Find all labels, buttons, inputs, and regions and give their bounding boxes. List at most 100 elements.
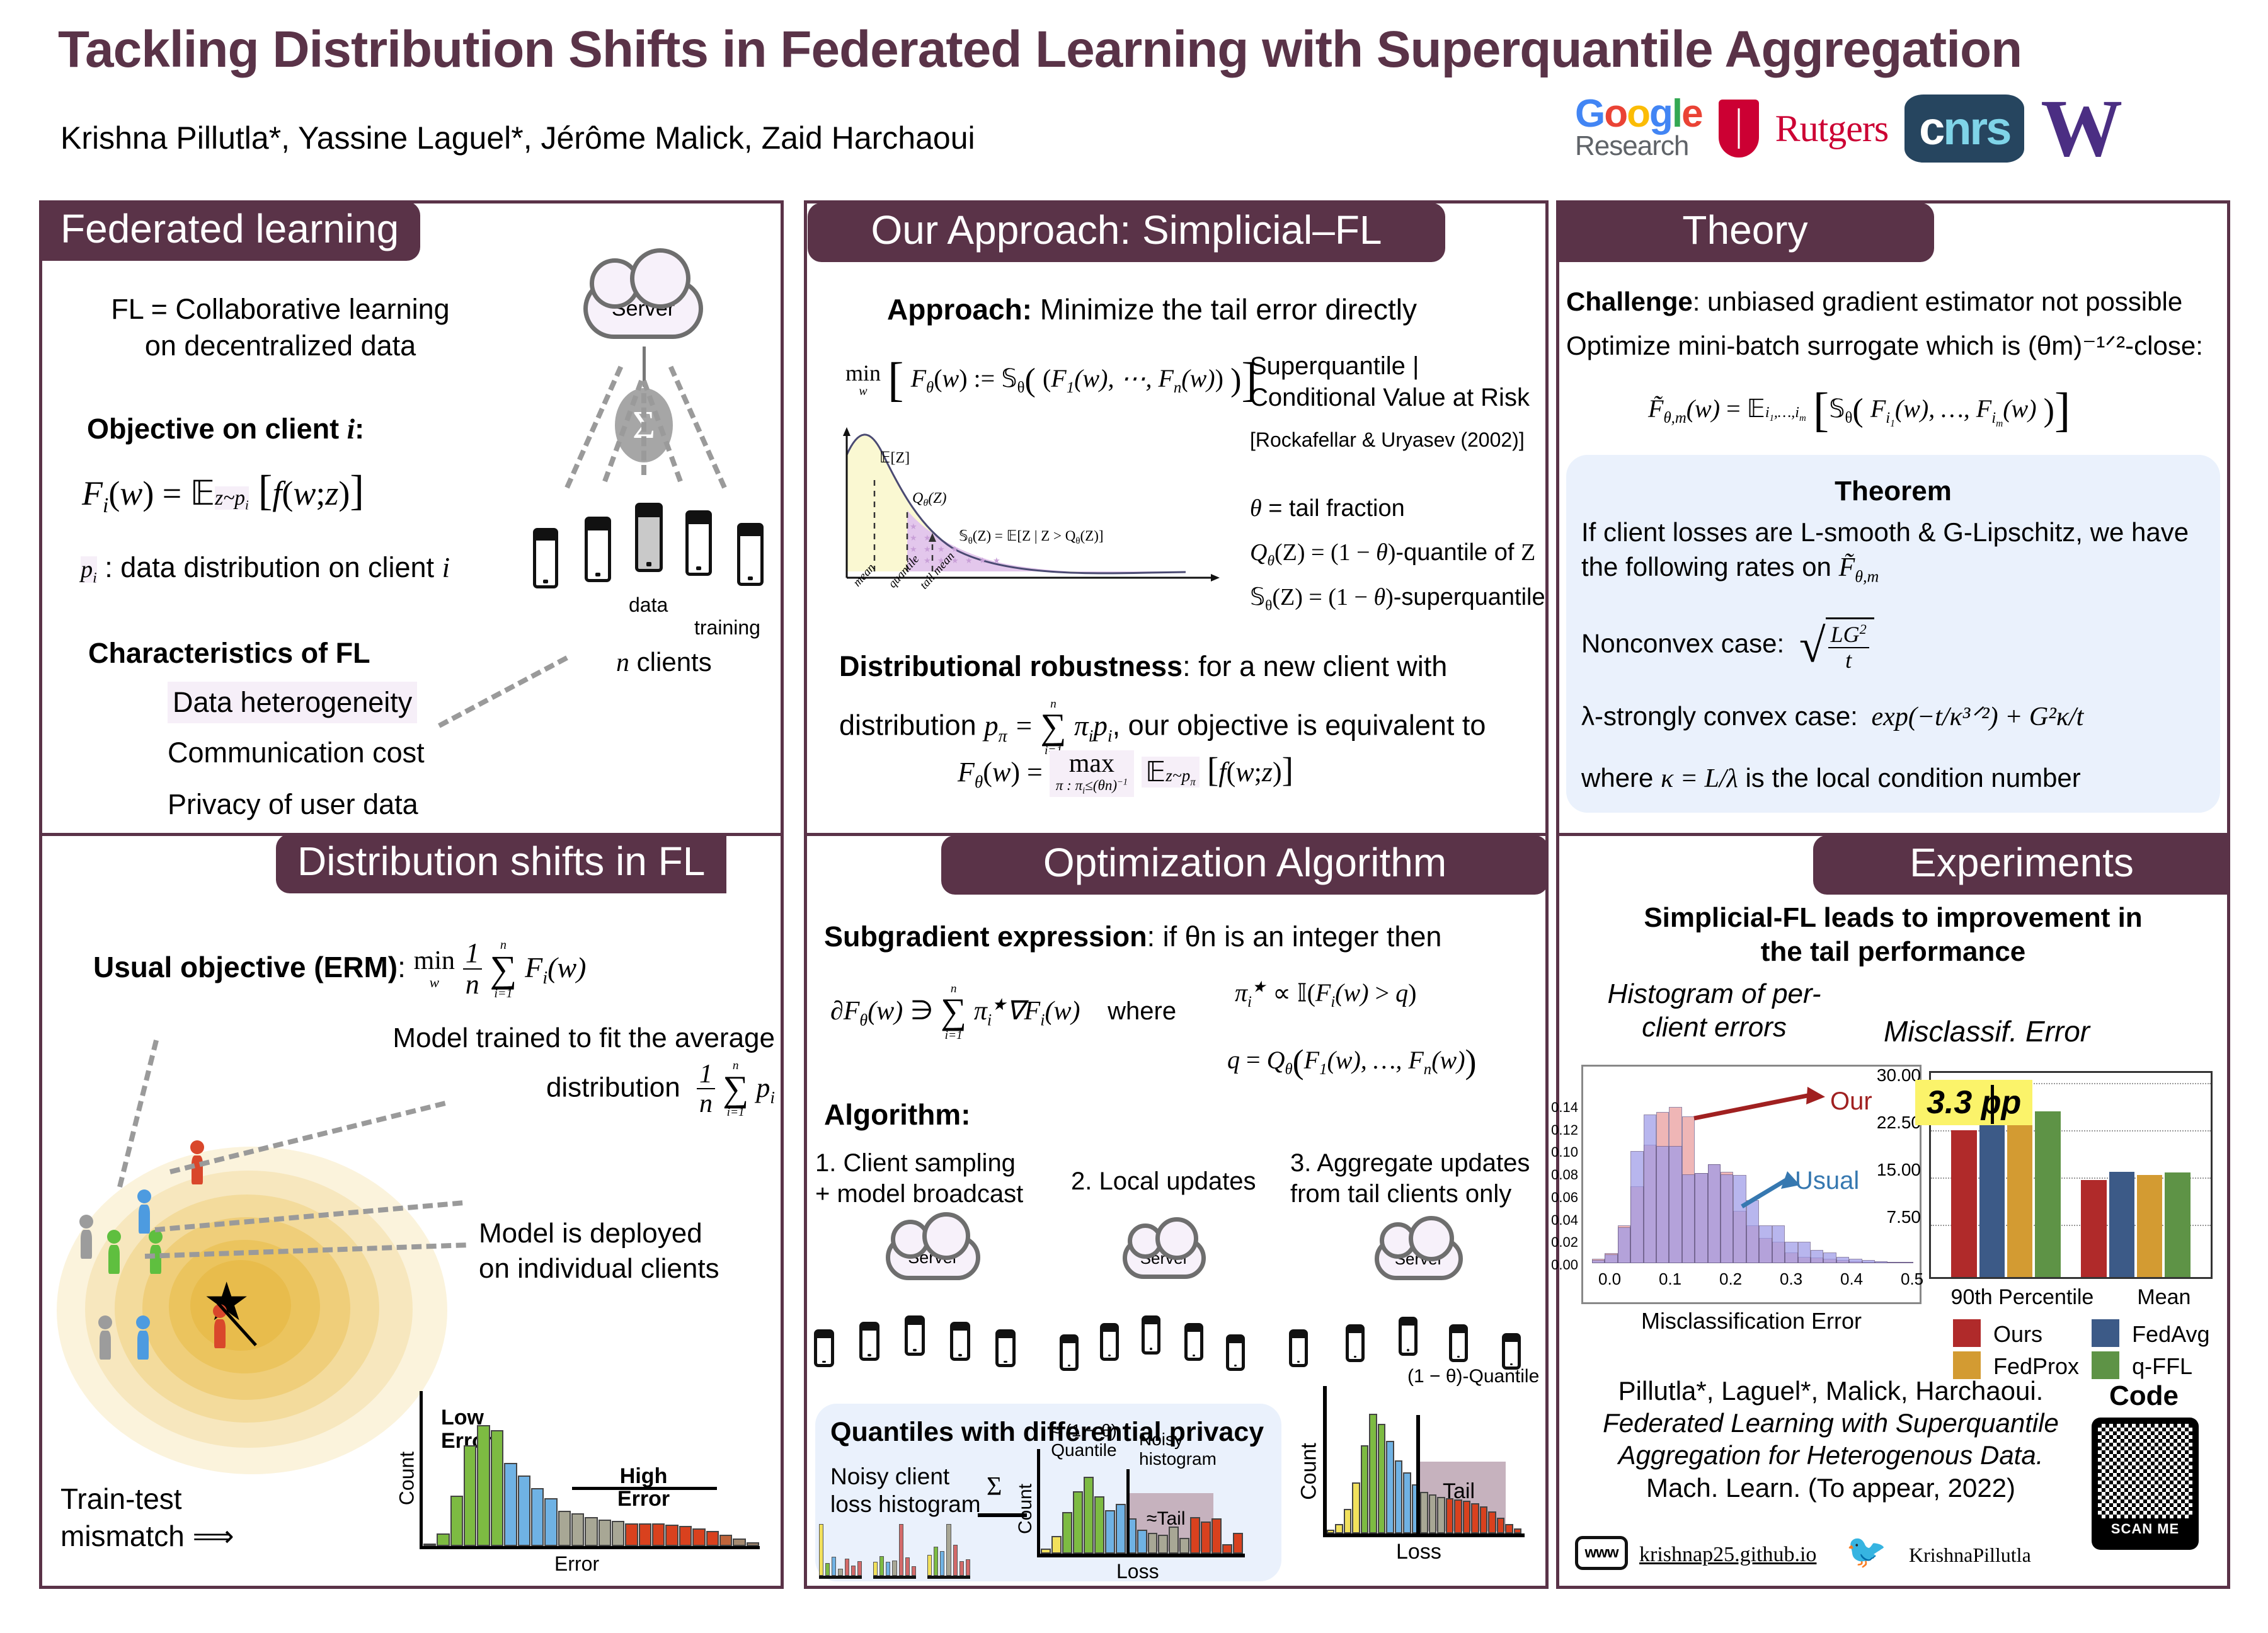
histogram-bar	[612, 1521, 625, 1546]
histogram-bar	[1656, 1145, 1670, 1263]
y-axis-label-count: Count	[395, 1451, 418, 1506]
superquantile-density-figure: ★ ★ ★ ★ ★ ★ ★ ★ ★ ★ ★ ★ ★ ★ 𝔼[Z] Qθ(Z) 𝕊θ(Z) = 𝔼[Z…	[833, 417, 1236, 593]
rutgers-logo: Rutgers	[1775, 107, 1889, 149]
histogram-bar	[1169, 1526, 1179, 1554]
algo-diagram-step2: Server	[1058, 1217, 1273, 1371]
fl-desc-line2: on decentralized data	[144, 329, 416, 362]
section-heading-federated-learning: Federated learning	[39, 202, 421, 261]
x-axis-title-loss: Loss	[1116, 1560, 1159, 1583]
svg-text:★: ★	[910, 533, 917, 542]
histogram-bar	[946, 1524, 951, 1576]
bar-group	[1951, 1088, 2061, 1277]
fl-characteristic-item-2: Privacy of user data	[168, 788, 418, 820]
www-icon[interactable]: www	[1575, 1536, 1628, 1570]
histogram-bar	[844, 1558, 849, 1576]
y-tick-label: 0.06	[1551, 1189, 1578, 1205]
fl-desc-line1: FL = Collaborative learning	[111, 293, 450, 325]
client-phone	[1399, 1317, 1418, 1356]
svg-text:★: ★	[910, 522, 917, 531]
client-person-green	[107, 1230, 121, 1276]
legend-label-q-ffl: q-FFL	[2132, 1353, 2193, 1379]
client-phone	[1060, 1334, 1079, 1371]
histogram-bar	[832, 1557, 837, 1576]
y-tick-label: 0.10	[1551, 1144, 1578, 1160]
histogram-bar	[873, 1561, 878, 1576]
twitter-handle: KrishnaPillutla	[1909, 1544, 2031, 1566]
website-link[interactable]: krishnap25.github.io	[1639, 1543, 1817, 1566]
histogram-bar	[1721, 1174, 1734, 1263]
histogram-bar	[598, 1520, 612, 1546]
histogram-bar	[1630, 1151, 1644, 1263]
svg-text:Qθ(Z): Qθ(Z)	[912, 490, 947, 508]
section-heading-our-approach: Our Approach: Simplicial–FL	[808, 203, 1445, 262]
gridline	[1931, 1225, 2211, 1226]
histogram-bar	[517, 1475, 530, 1546]
histogram-bar	[1759, 1225, 1772, 1263]
client-person-green	[149, 1230, 163, 1276]
quantile-threshold-line	[1416, 1415, 1420, 1533]
histogram-bar	[1222, 1544, 1233, 1554]
client-phone	[1100, 1323, 1119, 1361]
server-cloud-icon: Server	[1123, 1217, 1206, 1279]
histogram-bar	[437, 1533, 450, 1546]
histogram-bar	[530, 1488, 544, 1546]
histogram-bar	[1377, 1423, 1386, 1533]
cnrs-logo: cnrs	[1904, 95, 2025, 163]
histogram-bar	[1158, 1534, 1169, 1554]
client-phone	[685, 510, 712, 576]
fl-phones-row	[529, 498, 781, 592]
histogram-bar	[477, 1425, 490, 1546]
client-index-var: i	[346, 413, 355, 445]
histogram-bar	[1072, 1491, 1083, 1554]
client-phone	[1184, 1323, 1203, 1361]
section-heading-experiments: Experiments	[1813, 835, 2230, 895]
average-distribution-note: Model trained to fit the average distrib…	[392, 1023, 775, 1120]
high-error-annotation: High Error	[617, 1464, 670, 1511]
x-tick-label: 0.5	[1901, 1269, 1924, 1288]
scan-me-label: SCAN ME	[2110, 1521, 2180, 1537]
x-axis-title-loss: Loss	[1396, 1540, 1441, 1564]
y-tick-label: 0.12	[1551, 1121, 1578, 1138]
histogram-bar	[1201, 1521, 1211, 1554]
client-person-blue	[136, 1315, 150, 1362]
superquantile-definition-note: Superquantile | Conditional Value at Ris…	[1250, 352, 1530, 411]
y-tick-label: 0.14	[1551, 1099, 1578, 1115]
svg-text:★: ★	[937, 556, 945, 565]
histogram-bar	[1343, 1509, 1352, 1533]
histogram-bar	[1335, 1523, 1343, 1533]
y-tick-label: 30.00	[1876, 1065, 1921, 1085]
y-axis-label-count: Count	[1015, 1483, 1036, 1535]
rockafellar-citation: [Rockafellar & Uryasev (2002)]	[1250, 428, 1525, 451]
client-person-gray	[98, 1315, 112, 1362]
quantile-threshold-line	[1126, 1469, 1130, 1554]
histogram-bar	[1746, 1200, 1760, 1263]
qr-code[interactable]: SCAN ME	[2092, 1418, 2199, 1550]
bar-q-ffl	[2165, 1172, 2191, 1277]
dp-tail-label: ≈Tail	[1147, 1508, 1186, 1529]
histogram-bar	[819, 1524, 824, 1576]
x-axis-title-error: Error	[554, 1552, 600, 1575]
client-person-blue	[137, 1189, 151, 1236]
histogram-bar	[892, 1560, 897, 1576]
x-tick-label: 0.1	[1659, 1269, 1682, 1288]
histogram-bar	[1643, 1114, 1657, 1263]
dp-noisy-histogram-annotation: Noisy histogram	[1139, 1430, 1217, 1469]
histogram-bar	[1862, 1259, 1875, 1263]
algo-diagram-step1: Server	[813, 1212, 1046, 1367]
legend-swatch-fedavg	[2092, 1319, 2120, 1347]
y-tick-label: 0.08	[1551, 1167, 1578, 1183]
author-list: Krishna Pillutla*, Yassine Laguel*, Jérô…	[60, 120, 975, 156]
our-annotation-label: Our	[1830, 1087, 1872, 1115]
histogram-bar	[1041, 1549, 1051, 1554]
histogram-bars	[423, 1425, 760, 1546]
histogram-bar	[838, 1568, 843, 1576]
gridline	[1931, 1130, 2211, 1132]
twitter-icon[interactable]: 🐦	[1846, 1533, 1887, 1570]
histogram-bar	[850, 1566, 856, 1576]
histogram-bar	[1887, 1262, 1901, 1263]
histogram-bar	[1454, 1499, 1462, 1533]
histogram-bar	[1190, 1516, 1201, 1554]
histogram-bar	[1327, 1530, 1335, 1533]
histogram-bar	[1369, 1414, 1377, 1533]
pi-star-definition: πi★ ∝ 𝕀(Fi(w) > q)	[1235, 978, 1417, 1011]
